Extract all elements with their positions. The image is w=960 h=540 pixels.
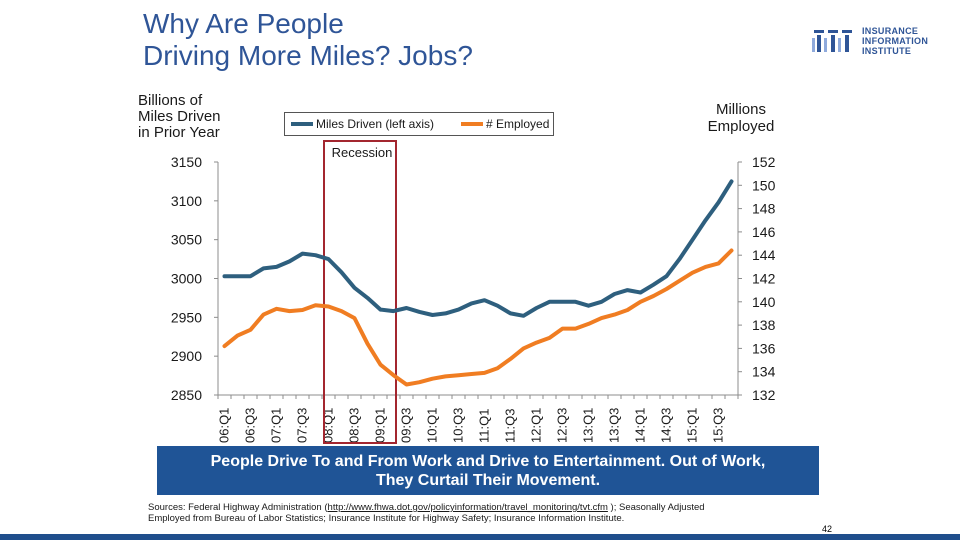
right-tick-label: 152 bbox=[752, 154, 776, 170]
legend-label-miles: Miles Driven (left axis) bbox=[316, 117, 435, 131]
legend-item-miles: Miles Driven (left axis) bbox=[291, 117, 434, 131]
left-tick-label: 3000 bbox=[171, 271, 202, 287]
sources-line-2: Employed from Bureau of Labor Statistics… bbox=[148, 513, 625, 524]
left-tick-label: 3100 bbox=[171, 193, 202, 209]
x-tick-label: 10:Q3 bbox=[451, 408, 466, 443]
right-tick-label: 138 bbox=[752, 317, 776, 333]
right-tick-label: 148 bbox=[752, 201, 776, 217]
x-tick-label: 09:Q3 bbox=[399, 408, 414, 443]
x-tick-label: 08:Q1 bbox=[321, 408, 336, 443]
title-line-1: Why Are People bbox=[143, 8, 344, 39]
series-line-miles-driven bbox=[222, 179, 734, 318]
page-number: 42 bbox=[822, 524, 833, 534]
left-axis-title-line-2: Miles Driven bbox=[138, 108, 221, 125]
sources-note: Sources: Federal Highway Administration … bbox=[148, 502, 828, 524]
left-tick-label: 2900 bbox=[171, 348, 202, 364]
bottom-bar bbox=[0, 534, 960, 540]
caption-banner: People Drive To and From Work and Drive … bbox=[157, 446, 819, 495]
x-tick-label: 11:Q1 bbox=[477, 409, 492, 443]
x-tick-label: 13:Q3 bbox=[607, 408, 622, 443]
x-tick-label: 13:Q1 bbox=[581, 408, 596, 443]
right-axis-title: Millions Employed bbox=[700, 101, 782, 135]
left-axis-title-line-3: in Prior Year bbox=[138, 124, 220, 141]
right-tick-label: 150 bbox=[752, 177, 776, 193]
x-tick-label: 07:Q1 bbox=[269, 408, 284, 443]
right-tick-label: 134 bbox=[752, 364, 776, 380]
legend-swatch-miles bbox=[291, 121, 313, 126]
right-tick-label: 146 bbox=[752, 224, 776, 240]
caption-line-2: They Curtail Their Movement. bbox=[375, 472, 601, 489]
iii-logo: INSURANCE INFORMATION INSTITUTE bbox=[812, 24, 952, 60]
series-line-employed bbox=[222, 248, 734, 387]
legend-swatch-employed bbox=[461, 121, 483, 126]
x-tick-label: 06:Q3 bbox=[243, 408, 258, 443]
left-tick-label: 3050 bbox=[171, 232, 202, 248]
x-tick-label: 15:Q1 bbox=[685, 408, 700, 443]
x-tick-label: 14:Q3 bbox=[659, 408, 674, 443]
right-tick-label: 140 bbox=[752, 294, 776, 310]
x-tick-label: 09:Q1 bbox=[373, 408, 388, 443]
x-tick-label: 12:Q1 bbox=[529, 408, 544, 443]
iii-logo-text: INSURANCE INFORMATION INSTITUTE bbox=[862, 26, 928, 56]
x-tick-label: 12:Q3 bbox=[555, 408, 570, 443]
right-tick-label: 132 bbox=[752, 387, 776, 403]
page-title: Why Are People Driving More Miles? Jobs? bbox=[143, 8, 663, 72]
logo-line-3: INSTITUTE bbox=[862, 46, 912, 56]
sources-suffix: ); Seasonally Adjusted bbox=[607, 502, 705, 513]
x-tick-label: 11:Q3 bbox=[503, 409, 518, 443]
sources-link[interactable]: http://www.fhwa.dot.gov/policyinformatio… bbox=[327, 502, 608, 513]
legend-label-employed: # Employed bbox=[486, 117, 550, 131]
right-tick-label: 144 bbox=[752, 247, 776, 263]
x-tick-label: 07:Q3 bbox=[295, 408, 310, 443]
x-tick-label: 06:Q1 bbox=[217, 408, 232, 443]
title-line-2: Driving More Miles? Jobs? bbox=[143, 40, 473, 71]
right-tick-label: 136 bbox=[752, 340, 776, 356]
iii-logo-icon bbox=[812, 30, 852, 52]
recession-label: Recession bbox=[332, 145, 393, 160]
legend-item-employed: # Employed bbox=[461, 117, 549, 131]
caption-line-1: People Drive To and From Work and Drive … bbox=[210, 453, 766, 470]
x-tick-label: 14:Q1 bbox=[633, 408, 648, 443]
logo-line-2: INFORMATION bbox=[862, 36, 929, 46]
left-axis-title-line-1: Billions of bbox=[138, 92, 203, 109]
x-tick-label: 10:Q1 bbox=[425, 408, 440, 443]
left-axis-title: Billions of Miles Driven in Prior Year bbox=[138, 93, 221, 141]
x-tick-label: 08:Q3 bbox=[347, 408, 362, 443]
chart-legend: Miles Driven (left axis) # Employed bbox=[284, 112, 554, 136]
x-tick-label: 15:Q3 bbox=[711, 408, 726, 443]
left-tick-label: 2950 bbox=[171, 309, 202, 325]
right-axis-title-line-2: Employed bbox=[707, 118, 775, 135]
sources-prefix: Sources: Federal Highway Administration … bbox=[148, 502, 328, 513]
left-tick-label: 2850 bbox=[171, 387, 202, 403]
right-axis-title-line-1: Millions bbox=[715, 101, 766, 118]
recession-box bbox=[323, 140, 397, 444]
left-tick-label: 3150 bbox=[171, 154, 202, 170]
right-tick-label: 142 bbox=[752, 271, 776, 287]
logo-line-1: INSURANCE bbox=[862, 26, 919, 36]
